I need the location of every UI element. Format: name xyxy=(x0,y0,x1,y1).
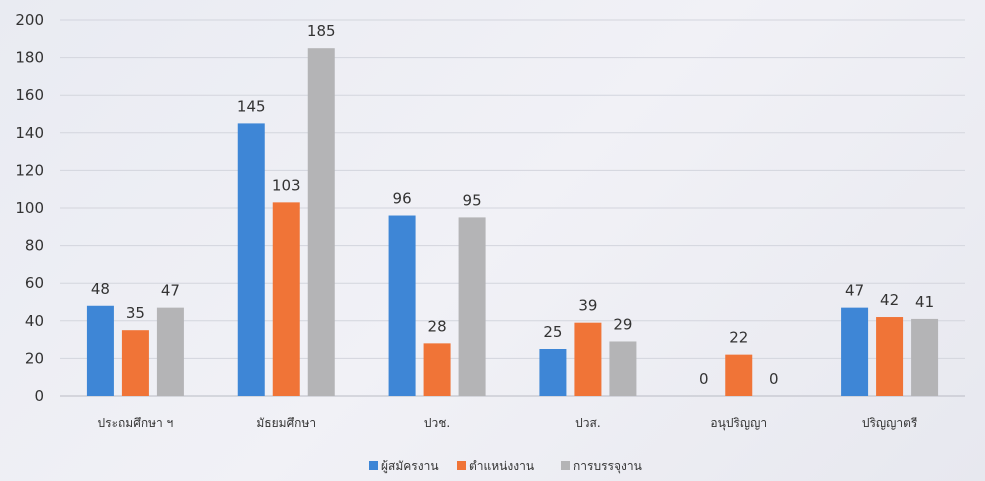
y-tick-label: 60 xyxy=(25,274,44,292)
bar-1 xyxy=(841,307,869,396)
legend-label: ตำแหน่งงาน xyxy=(469,459,534,473)
data-label: 0 xyxy=(769,370,779,388)
data-label: 22 xyxy=(729,329,748,347)
y-tick-label: 80 xyxy=(25,237,44,255)
data-label: 29 xyxy=(613,315,632,333)
y-tick-label: 0 xyxy=(34,387,44,405)
bar-2 xyxy=(121,330,149,396)
data-label: 47 xyxy=(161,282,180,300)
data-label: 185 xyxy=(307,22,336,40)
y-tick-label: 40 xyxy=(25,312,44,330)
y-tick-label: 120 xyxy=(15,161,44,179)
y-tick-label: 100 xyxy=(15,199,44,217)
legend-swatch xyxy=(369,461,378,470)
bar-3 xyxy=(307,48,335,396)
bar-1 xyxy=(539,349,567,396)
bar-1 xyxy=(237,123,265,397)
data-label: 48 xyxy=(91,280,110,298)
x-tick-label: ปวส. xyxy=(575,416,601,430)
y-axis: 0 20 40 60 80 100 120 140 160 180 200 xyxy=(15,11,44,405)
y-tick-label: 200 xyxy=(15,11,44,29)
x-tick-label: ประถมศึกษา ฯ xyxy=(98,416,174,430)
x-tick-label: ปริญญาตรี xyxy=(862,416,918,430)
legend-swatch xyxy=(561,461,570,470)
bar-2 xyxy=(423,343,451,396)
data-label: 39 xyxy=(578,297,597,315)
legend: ผู้สมัครงาน ตำแหน่งงาน การบรรจุงาน xyxy=(369,459,642,474)
data-label: 103 xyxy=(272,176,301,194)
legend-swatch xyxy=(457,461,466,470)
y-tick-label: 140 xyxy=(15,124,44,142)
legend-label: การบรรจุงาน xyxy=(573,459,642,474)
y-tick-label: 20 xyxy=(25,349,44,367)
bar-1 xyxy=(388,215,416,396)
y-tick-label: 160 xyxy=(15,86,44,104)
data-label: 96 xyxy=(393,190,412,208)
legend-label: ผู้สมัครงาน xyxy=(381,459,439,474)
data-label: 95 xyxy=(463,191,482,209)
x-tick-label: ปวช. xyxy=(424,416,450,430)
bar-3 xyxy=(156,307,184,396)
data-label: 35 xyxy=(126,304,145,322)
y-tick-label: 180 xyxy=(15,49,44,67)
bars xyxy=(86,48,939,397)
bar-3 xyxy=(609,341,637,396)
bar-3 xyxy=(911,318,939,396)
data-labels: 48 35 47 145 103 185 96 28 95 25 39 29 0 22 0 47 42 41 xyxy=(91,22,934,388)
x-tick-label: มัธยมศึกษา xyxy=(256,416,316,430)
bar-2 xyxy=(725,354,753,396)
data-label: 41 xyxy=(915,293,934,311)
gridlines xyxy=(60,19,965,397)
bar-3 xyxy=(458,217,486,396)
data-label: 0 xyxy=(699,370,709,388)
data-label: 28 xyxy=(428,317,447,335)
data-label: 47 xyxy=(845,282,864,300)
bar-2 xyxy=(876,317,904,396)
bar-1 xyxy=(86,305,114,396)
data-label: 145 xyxy=(237,97,266,115)
x-axis: ประถมศึกษา ฯ มัธยมศึกษา ปวช. ปวส. อนุปริญญา ป… xyxy=(98,416,918,431)
data-label: 25 xyxy=(543,323,562,341)
x-tick-label: อนุปริญญา xyxy=(710,416,767,431)
data-label: 42 xyxy=(880,291,899,309)
bar-2 xyxy=(272,202,300,396)
bar-2 xyxy=(574,322,602,396)
